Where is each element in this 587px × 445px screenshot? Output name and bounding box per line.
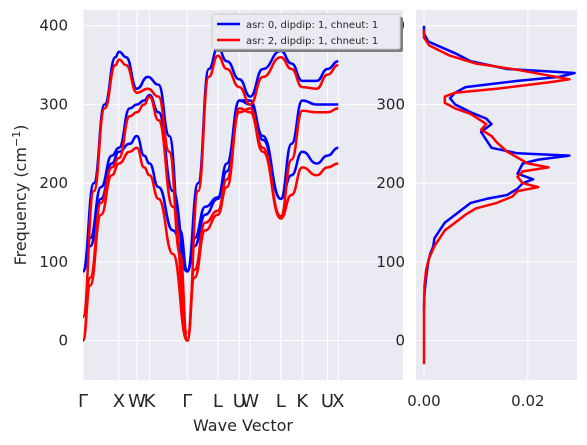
dos-x-tick-label: 0.02 bbox=[511, 392, 544, 410]
band-x-tick-label: W bbox=[128, 391, 146, 412]
band-x-tick-label: X bbox=[332, 391, 344, 412]
legend-box bbox=[211, 13, 401, 50]
dos-x-tick-label: 0.00 bbox=[407, 392, 440, 410]
y-axis-label: Frequency (cm−1) bbox=[10, 125, 31, 266]
band-x-tick-labels: Γ X WK Γ L UW L K UX bbox=[78, 391, 344, 412]
band-x-tick-label: X bbox=[113, 391, 125, 412]
band-y-tick-label: 400 bbox=[39, 17, 68, 35]
band-y-tick-label: 300 bbox=[39, 95, 68, 113]
legend-label-series-0: asr: 0, dipdip: 1, chneut: 1 bbox=[246, 20, 378, 31]
dos-line-series-1 bbox=[422, 29, 571, 365]
band-x-tick-label: U bbox=[233, 391, 246, 412]
band-y-tick-label: 200 bbox=[39, 174, 68, 192]
band-plot-area bbox=[83, 10, 403, 380]
band-x-tick-label: L bbox=[276, 391, 286, 412]
band-line-series-1 bbox=[186, 107, 339, 342]
band-line-series-0 bbox=[186, 99, 339, 273]
band-line-series-1 bbox=[81, 58, 189, 342]
band-grid bbox=[82, 10, 403, 380]
dos-line-series-0 bbox=[422, 25, 576, 310]
dos-y-tick-label: 300 bbox=[376, 95, 405, 113]
band-x-tick-label: U bbox=[321, 391, 334, 412]
band-x-tick-label: L bbox=[213, 391, 223, 412]
band-y-tick-labels: 0 100 200 300 400 bbox=[39, 17, 68, 350]
band-line-series-1 bbox=[81, 95, 189, 342]
band-x-tick-label: W bbox=[241, 391, 259, 412]
dos-y-tick-label: 100 bbox=[376, 253, 405, 271]
legend: asr: 0, dipdip: 1, chneut: 1 asr: 2, dip… bbox=[211, 13, 403, 52]
band-line-series-1 bbox=[81, 146, 189, 342]
dos-y-tick-label: 200 bbox=[376, 174, 405, 192]
band-line-series-0 bbox=[81, 134, 189, 273]
x-axis-label: Wave Vector bbox=[193, 416, 293, 435]
dos-y-tick-label: 0 bbox=[395, 332, 405, 350]
band-x-tick-label: K bbox=[144, 391, 157, 412]
band-y-tick-label: 100 bbox=[39, 253, 68, 271]
band-x-tick-label: K bbox=[296, 391, 309, 412]
dos-x-tick-labels: 0.00 0.02 bbox=[407, 392, 544, 410]
dos-lines bbox=[422, 25, 576, 365]
band-lines bbox=[81, 46, 339, 342]
band-line-series-1 bbox=[186, 54, 339, 342]
band-y-tick-label: 0 bbox=[58, 332, 68, 350]
band-x-tick-label: Γ bbox=[182, 391, 192, 412]
band-x-tick-label: Γ bbox=[78, 391, 88, 412]
legend-label-series-1: asr: 2, dipdip: 1, chneut: 1 bbox=[246, 36, 378, 47]
